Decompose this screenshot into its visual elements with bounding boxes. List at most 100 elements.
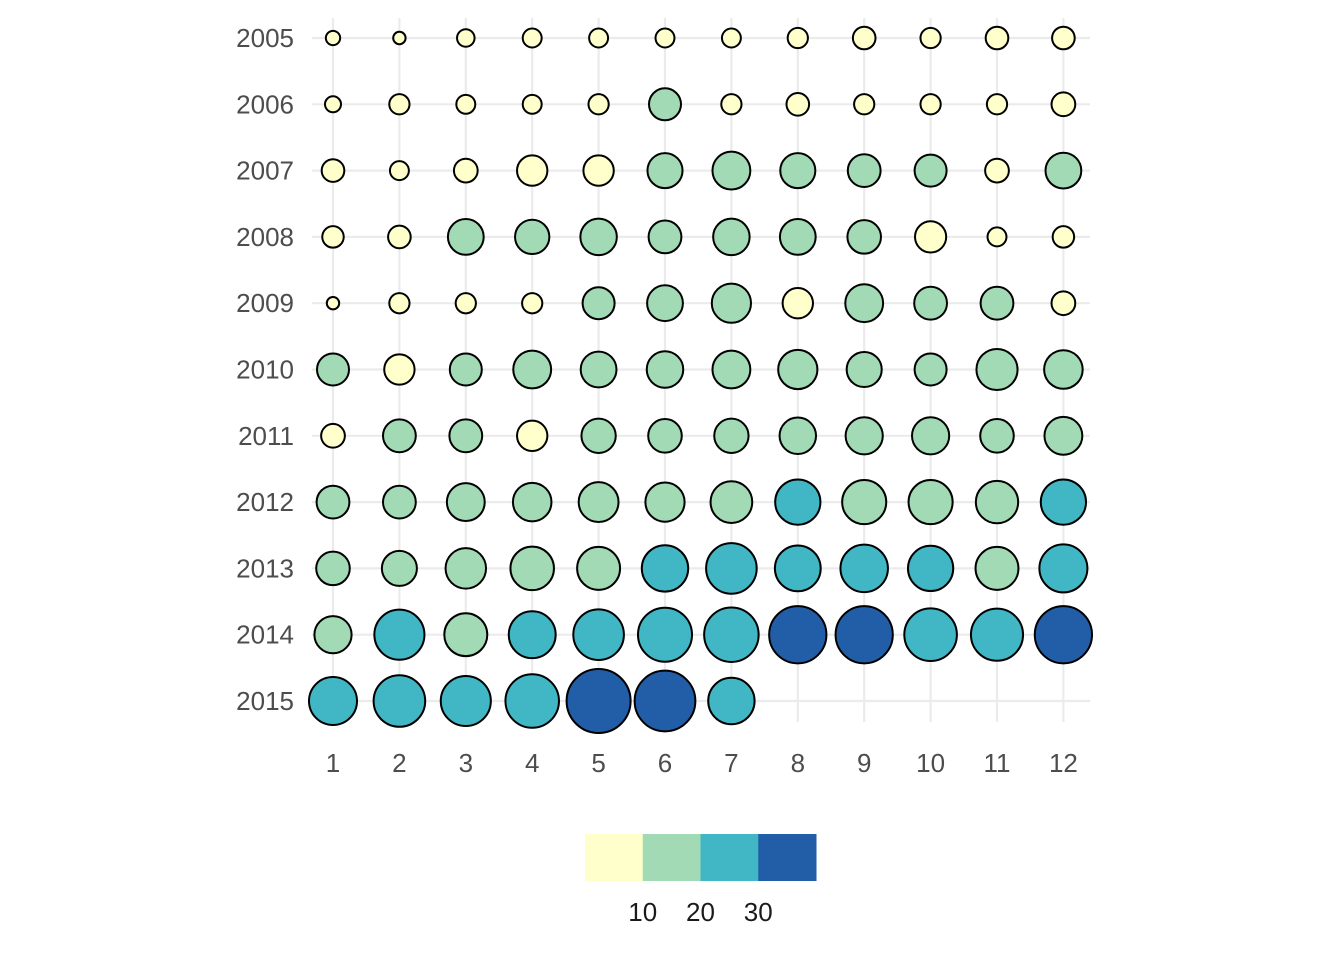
bubble-2005-10 [919, 26, 942, 50]
legend-label: 10 [628, 897, 657, 927]
bubble-2010-3 [448, 352, 483, 387]
x-tick-label: 2 [392, 748, 406, 778]
bubble-2006-7 [720, 93, 743, 116]
bubble-2008-1 [321, 225, 345, 249]
bubble-2013-10 [906, 544, 955, 593]
bubble-2015-3 [439, 674, 492, 728]
bubble-2014-3 [443, 612, 489, 658]
bubble-2012-6 [644, 481, 686, 523]
bubble-2008-12 [1051, 225, 1076, 249]
bubble-2006-2 [388, 93, 411, 116]
x-tick-label: 11 [984, 748, 1011, 778]
bubble-2007-5 [582, 154, 615, 187]
y-tick-label: 2005 [236, 23, 294, 53]
bubble-2007-11 [984, 157, 1010, 184]
bubble-2008-6 [647, 219, 683, 255]
bubble-2009-1 [325, 296, 341, 311]
bubble-2007-4 [516, 154, 549, 187]
bubble-2010-5 [579, 350, 618, 389]
bubble-2010-4 [512, 349, 553, 390]
bubble-2005-2 [392, 30, 407, 46]
bubble-2012-1 [315, 484, 351, 520]
bubble-2005-4 [521, 27, 543, 49]
legend-label: 20 [686, 897, 715, 927]
bubble-2015-4 [504, 673, 560, 729]
bubble-2011-1 [320, 422, 346, 449]
bubble-2013-8 [773, 544, 822, 593]
x-tick-label: 12 [1049, 748, 1078, 778]
bubble-2015-5 [565, 668, 632, 734]
bubble-2011-10 [911, 416, 951, 456]
bubble-2015-1 [308, 676, 358, 726]
bubble-2007-2 [388, 160, 410, 182]
bubble-2010-10 [913, 352, 948, 387]
bubble-2008-4 [514, 218, 551, 256]
bubble-2007-12 [1044, 151, 1083, 190]
y-tick-label: 2010 [236, 355, 294, 385]
bubble-2011-5 [580, 417, 617, 454]
bubble-2014-10 [903, 607, 958, 662]
bubble-2006-3 [455, 93, 477, 115]
bubble-2013-1 [315, 550, 351, 587]
x-tick-label: 6 [658, 748, 672, 778]
bubble-2007-10 [913, 153, 948, 188]
y-tick-label: 2012 [236, 487, 294, 517]
bubble-2014-9 [834, 605, 894, 665]
bubble-2009-10 [913, 285, 948, 321]
bubble-2011-8 [778, 416, 818, 456]
bubble-2005-9 [851, 25, 877, 51]
bubble-2006-9 [853, 93, 876, 116]
bubble-2014-1 [313, 615, 353, 655]
bubble-2015-2 [372, 674, 427, 728]
bubble-2011-6 [647, 418, 683, 454]
bubble-2011-9 [844, 416, 884, 456]
y-tick-label: 2014 [236, 620, 294, 650]
bubble-2009-8 [781, 287, 814, 320]
bubble-2011-11 [979, 418, 1015, 454]
bubble-2011-4 [516, 419, 549, 452]
bubbles [308, 25, 1094, 734]
bubble-2009-12 [1050, 290, 1077, 317]
bubble-2008-11 [986, 226, 1008, 248]
bubble-2007-6 [646, 152, 684, 190]
bubble-2005-11 [984, 25, 1010, 51]
bubble-2005-12 [1051, 25, 1076, 51]
bubble-2012-4 [511, 481, 553, 523]
legend-swatch [700, 834, 759, 881]
bubble-2014-4 [507, 610, 557, 660]
bubble-2006-4 [521, 93, 543, 115]
bubble-2006-1 [324, 95, 342, 114]
bubble-2015-6 [633, 669, 697, 733]
bubble-2008-10 [914, 220, 948, 254]
bubble-2008-9 [846, 219, 882, 255]
bubble-2007-3 [452, 157, 479, 184]
bubble-2006-6 [648, 87, 682, 122]
bubble-2009-9 [844, 283, 885, 324]
bubble-2014-11 [969, 607, 1025, 662]
y-tick-label: 2009 [236, 288, 294, 318]
bubble-2012-12 [1039, 478, 1088, 526]
bubble-2009-11 [979, 285, 1015, 321]
legend-swatch [642, 834, 701, 881]
x-tick-label: 3 [459, 748, 473, 778]
bubble-2014-6 [636, 606, 694, 663]
bubble-2013-12 [1038, 543, 1089, 594]
bubble-2013-6 [640, 544, 690, 593]
bubble-2011-12 [1043, 415, 1084, 456]
bubble-2012-10 [907, 479, 954, 526]
bubble-2013-4 [509, 545, 555, 592]
bubble-2011-7 [713, 417, 750, 454]
bubble-2005-3 [456, 28, 476, 48]
x-tick-label: 4 [525, 748, 539, 778]
x-tick-label: 8 [791, 748, 805, 778]
gridlines [312, 18, 1090, 722]
bubble-2013-5 [576, 545, 622, 591]
bubble-2006-12 [1050, 91, 1077, 118]
y-tick-label: 2015 [236, 686, 294, 716]
bubble-2013-7 [705, 542, 758, 595]
bubble-2014-2 [373, 608, 426, 661]
legend-swatch [758, 834, 817, 881]
y-tick-label: 2013 [236, 553, 294, 583]
bubble-2014-12 [1033, 605, 1094, 665]
bubble-2010-8 [777, 348, 819, 391]
